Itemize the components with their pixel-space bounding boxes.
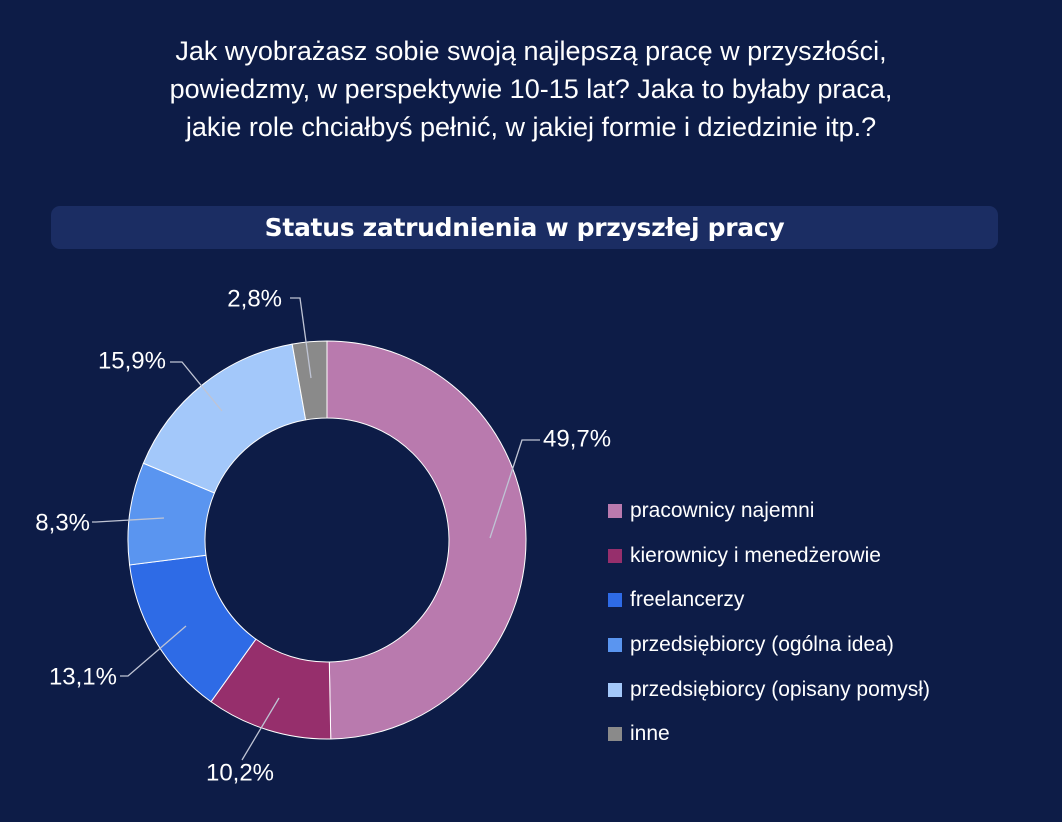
chart-legend: pracownicy najemni kierownicy i menedżer… <box>608 489 930 757</box>
leader-line-5 <box>290 297 312 379</box>
data-label-4: 15,9% <box>98 347 166 374</box>
legend-label: przedsiębiorcy (ogólna idea) <box>630 633 894 657</box>
data-label-2: 13,1% <box>49 663 117 690</box>
legend-item-kierownicy: kierownicy i menedżerowie <box>608 534 930 579</box>
leader-line-0 <box>489 439 540 539</box>
legend-item-przedsiebiorcy-ogolna: przedsiębiorcy (ogólna idea) <box>608 623 930 668</box>
legend-swatch <box>608 593 622 608</box>
chart-title: Status zatrudnienia w przyszłej pracy <box>264 213 785 242</box>
question-line-1: Jak wyobrażasz sobie swoją najlepszą pra… <box>175 36 887 66</box>
legend-item-pracownicy-najemni: pracownicy najemni <box>608 489 930 534</box>
legend-swatch <box>608 504 622 519</box>
legend-swatch <box>608 548 622 563</box>
leader-line-4 <box>170 361 223 412</box>
legend-swatch <box>608 638 622 653</box>
legend-label: freelancerzy <box>630 588 745 612</box>
legend-item-inne: inne <box>608 712 930 757</box>
question-text: Jak wyobrażasz sobie swoją najlepszą pra… <box>0 32 1062 146</box>
legend-label: inne <box>630 722 670 746</box>
leader-line-1 <box>241 697 280 761</box>
legend-item-freelancerzy: freelancerzy <box>608 578 930 623</box>
question-line-2: powiedzmy, w perspektywie 10-15 lat? Jak… <box>169 74 893 104</box>
leader-line-2 <box>120 625 187 677</box>
legend-label: przedsiębiorcy (opisany pomysł) <box>630 677 930 701</box>
legend-label: kierownicy i menedżerowie <box>630 543 881 567</box>
data-label-3: 8,3% <box>35 509 90 536</box>
legend-swatch <box>608 682 622 697</box>
data-label-0: 49,7% <box>543 425 611 452</box>
data-label-5: 2,8% <box>227 285 282 312</box>
legend-swatch <box>608 727 622 742</box>
question-line-3: jakie role chciałbyś pełnić, w jakiej fo… <box>185 112 877 142</box>
donut-slice-4 <box>142 343 307 494</box>
leader-line-3 <box>92 517 165 523</box>
donut-slice-0 <box>326 340 527 740</box>
chart-title-bar: Status zatrudnienia w przyszłej pracy <box>51 206 998 249</box>
data-label-1: 10,2% <box>206 759 274 786</box>
donut-slice-5 <box>291 340 328 421</box>
legend-label: pracownicy najemni <box>630 499 815 523</box>
legend-item-przedsiebiorcy-opisany: przedsiębiorcy (opisany pomysł) <box>608 667 930 712</box>
